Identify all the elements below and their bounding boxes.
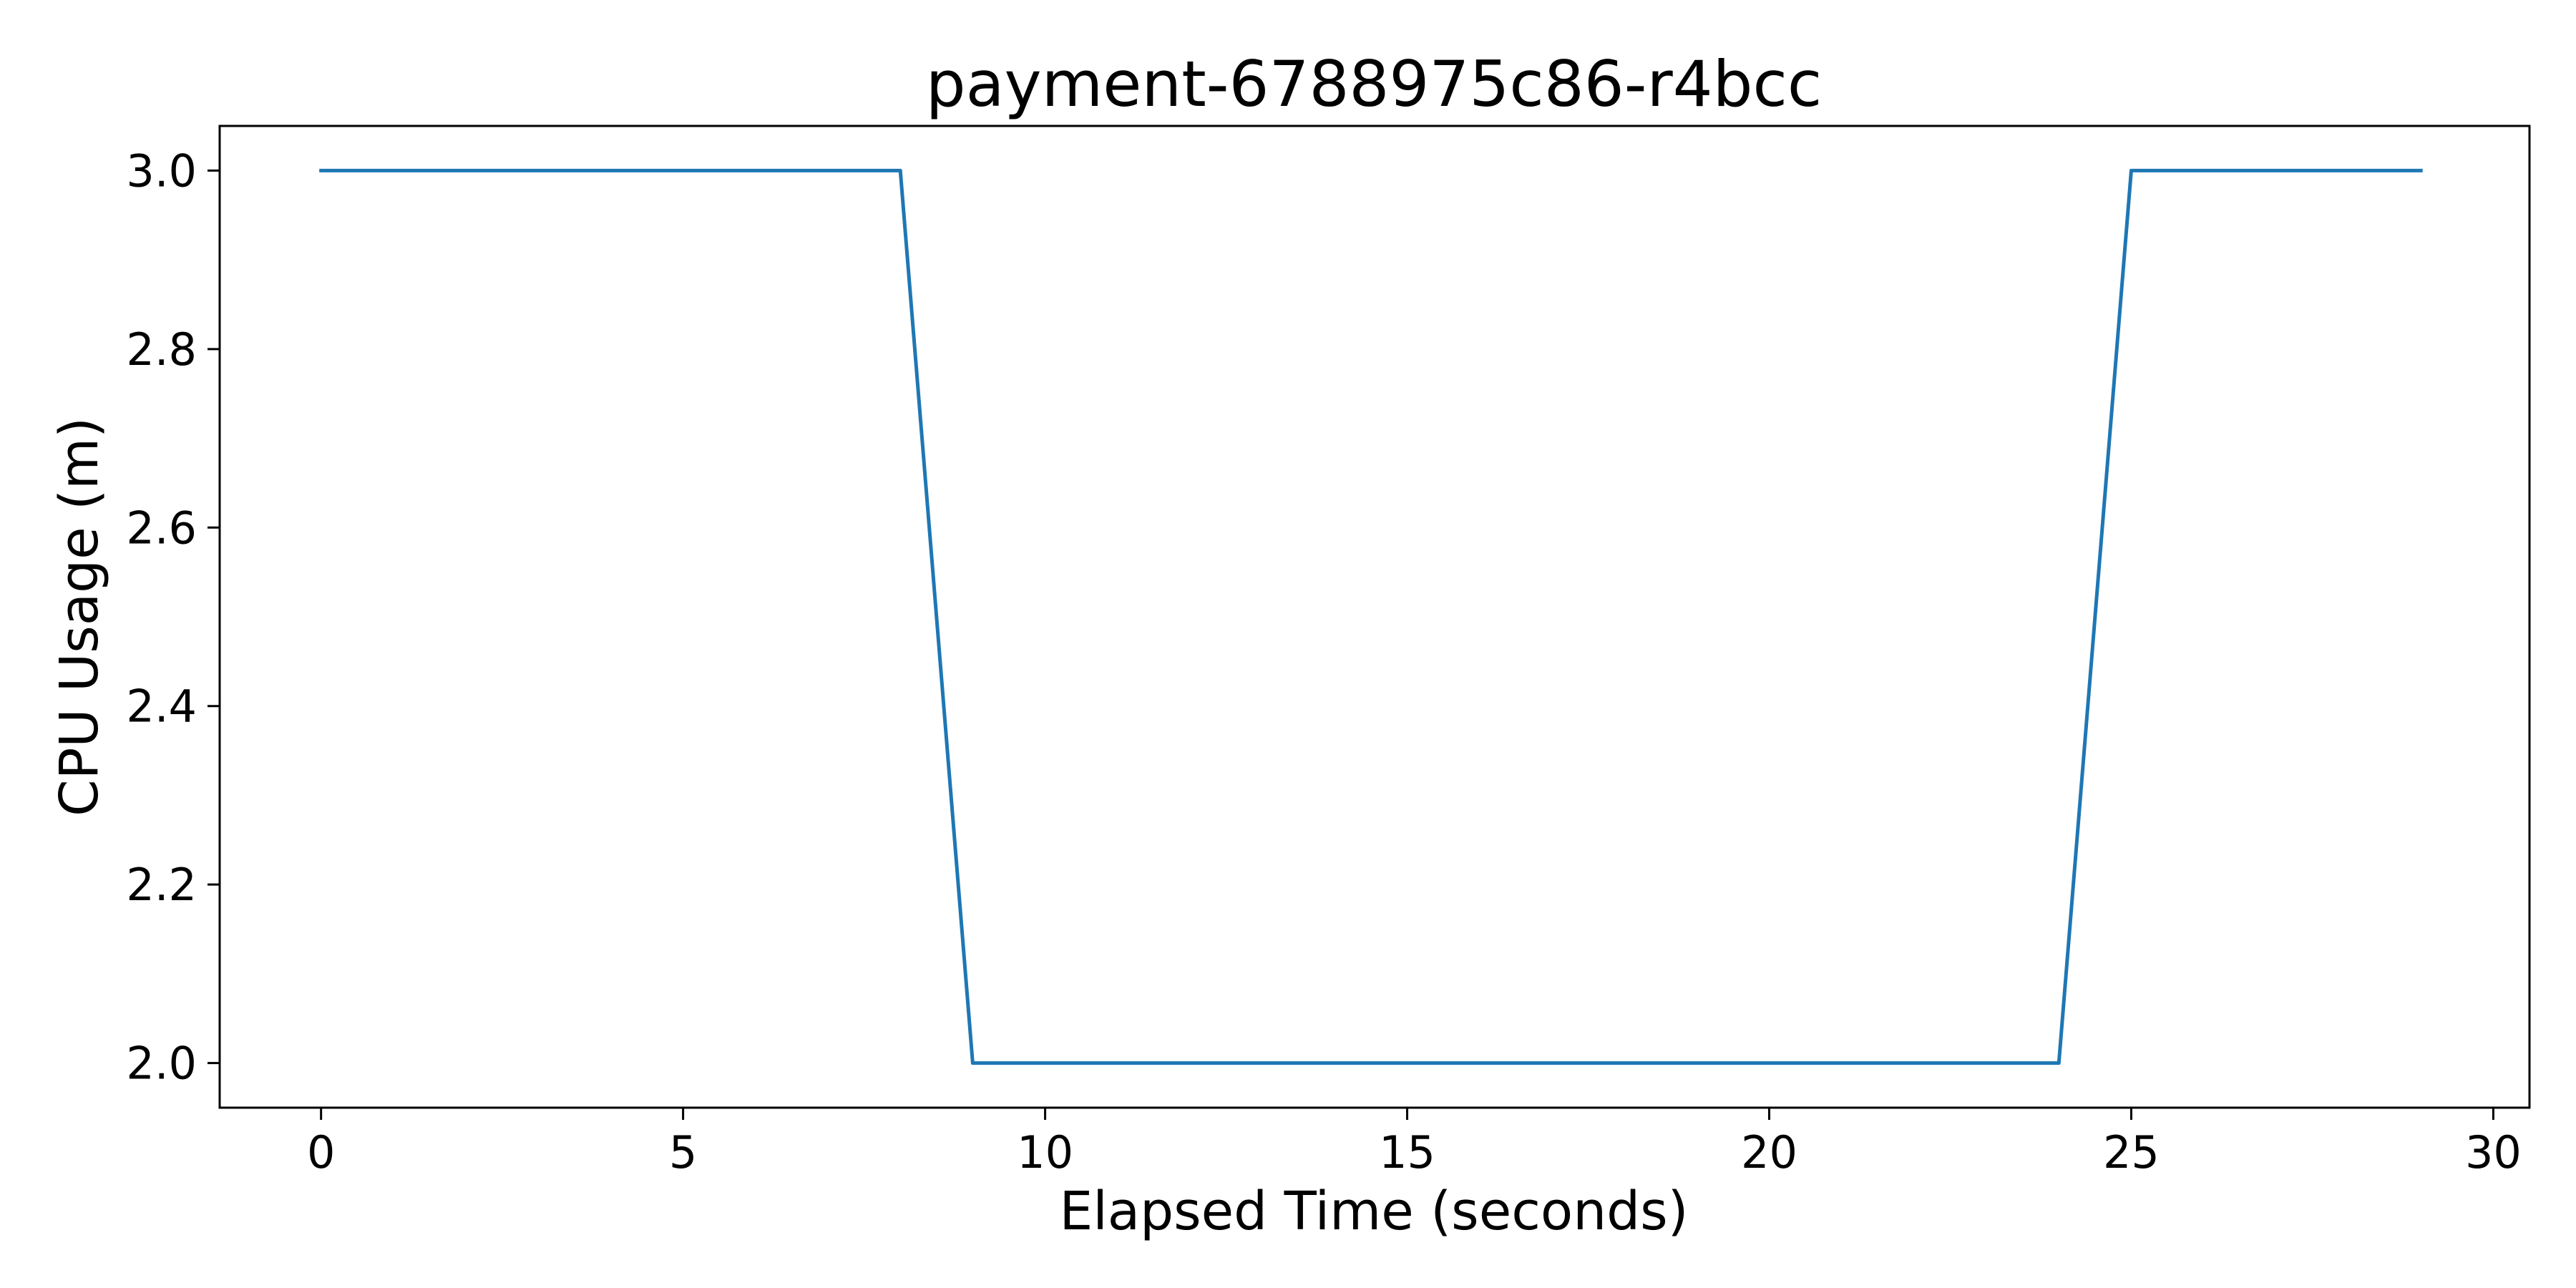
x-tick-label: 10 [1017,1126,1073,1179]
chart-title: payment-6788975c86-r4bcc [926,47,1823,121]
x-tick-label: 25 [2103,1126,2160,1179]
y-tick-label: 2.8 [126,323,197,376]
y-tick-label: 2.0 [126,1038,197,1090]
y-tick-label: 3.0 [126,145,197,197]
y-axis-label: CPU Usage (m) [49,417,110,816]
x-tick-label: 0 [307,1126,335,1179]
series-layer [319,168,2423,1065]
x-axis-label: Elapsed Time (seconds) [1059,1181,1688,1242]
x-tick-label: 30 [2465,1126,2522,1179]
x-tick-label: 15 [1379,1126,1435,1179]
y-tick-label: 2.6 [126,502,197,554]
series-line-0 [319,168,2423,1065]
plot-background [220,126,2529,1108]
x-tick-label: 5 [669,1126,697,1179]
axes-layer: 0 5 10 15 20 25 30 2.0 2.2 2.4 2.6 2.8 3.0 [126,125,2531,1179]
y-tick-label: 2.4 [126,680,197,733]
axes-frame [218,125,2531,1109]
plot-area [220,126,2529,1108]
y-tick-label: 2.2 [126,859,197,911]
x-tick-label: 20 [1741,1126,1797,1179]
